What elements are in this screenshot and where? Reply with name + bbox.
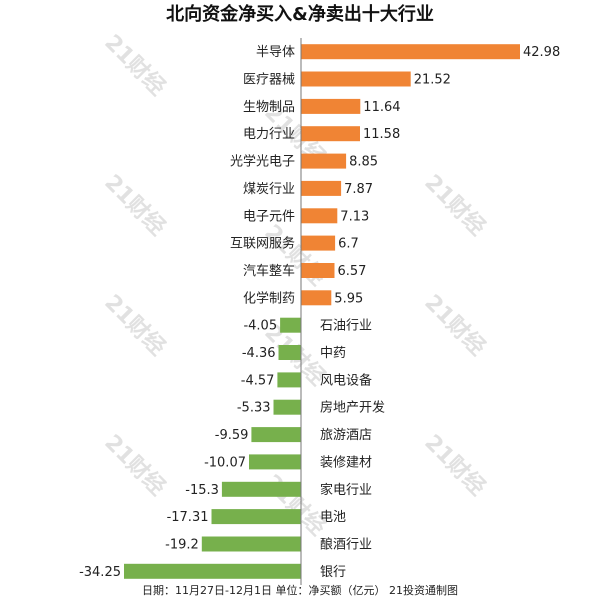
bar-石油行业 [280, 317, 301, 333]
category-label: 电池 [320, 510, 346, 525]
bar-光学光电子 [301, 153, 347, 169]
category-label: 酿酒行业 [320, 537, 372, 553]
chart-footer: 日期：11月27日-12月1日 单位：净买额（亿元） 21投资通制图 [142, 583, 458, 597]
value-label: -10.07 [204, 455, 246, 470]
value-label: 21.52 [414, 73, 451, 88]
watermark: 21财经 [419, 429, 490, 500]
bar-生物制品 [301, 98, 361, 114]
watermark: 21财经 [99, 289, 170, 360]
watermark: 21财经 [419, 169, 490, 240]
value-label: -34.25 [79, 565, 121, 580]
category-label: 电力行业 [243, 127, 295, 142]
bar-电池 [211, 509, 301, 525]
bar-半导体 [301, 44, 520, 60]
bar-家电行业 [221, 481, 301, 497]
bar-化学制药 [301, 290, 332, 306]
category-label: 家电行业 [320, 482, 372, 498]
category-label: 互联网服务 [230, 236, 295, 252]
category-label: 光学光电子 [230, 154, 295, 170]
bar-酿酒行业 [201, 536, 301, 552]
value-label: -9.59 [215, 428, 249, 443]
bar-装修建材 [249, 454, 301, 470]
category-label: 半导体 [256, 45, 295, 60]
value-label: 7.13 [340, 209, 369, 224]
value-label: 5.95 [334, 291, 363, 306]
value-label: 8.85 [349, 155, 378, 170]
bar-电子元件 [301, 208, 338, 224]
bar-电力行业 [301, 126, 360, 142]
category-label: 生物制品 [243, 100, 295, 115]
watermark: 21财经 [99, 29, 170, 100]
value-label: 11.58 [363, 127, 400, 142]
value-label: -17.31 [167, 510, 209, 525]
bar-煤炭行业 [301, 180, 342, 196]
category-label: 旅游酒店 [320, 428, 372, 443]
bar-series: 半导体 42.98 医疗器械 21.52 生物制品 11.64 电力行业 11.58 光学光电子… [79, 44, 560, 580]
value-label: -15.3 [185, 483, 219, 498]
bar-风电设备 [277, 372, 301, 388]
category-label: 石油行业 [320, 319, 372, 334]
chart-title: 北向资金净买入&净卖出十大行业 [166, 3, 434, 25]
bar-银行 [124, 563, 301, 579]
watermark: 21财经 [419, 289, 490, 360]
category-label: 化学制药 [243, 290, 295, 306]
category-label: 银行 [320, 565, 346, 580]
value-label: 6.57 [338, 264, 367, 279]
value-label: 11.64 [363, 100, 400, 115]
category-label: 汽车整车 [243, 263, 295, 279]
category-label: 风电设备 [320, 372, 372, 388]
category-label: 中药 [320, 346, 346, 361]
bar-医疗器械 [301, 71, 411, 87]
category-label: 电子元件 [243, 209, 295, 224]
value-label: -19.2 [165, 538, 199, 553]
watermark: 21财经 [99, 429, 170, 500]
value-label: -4.36 [242, 346, 276, 361]
bar-中药 [278, 345, 301, 360]
category-label: 煤炭行业 [243, 182, 295, 197]
value-label: -5.33 [237, 401, 271, 416]
bar-汽车整车 [301, 263, 335, 278]
bar-互联网服务 [301, 235, 336, 251]
watermark: 21财经 [259, 469, 330, 540]
bar-旅游酒店 [251, 427, 301, 443]
category-label: 医疗器械 [243, 73, 295, 88]
value-label: 6.7 [338, 237, 359, 252]
value-label: -4.57 [241, 373, 275, 388]
value-label: -4.05 [243, 319, 277, 334]
category-label: 装修建材 [320, 455, 372, 470]
watermark: 21财经 [259, 219, 330, 290]
bar-房地产开发 [273, 399, 301, 415]
watermark: 21财经 [99, 169, 170, 240]
value-label: 7.87 [344, 182, 373, 197]
category-label: 房地产开发 [320, 400, 385, 416]
value-label: 42.98 [523, 45, 560, 60]
